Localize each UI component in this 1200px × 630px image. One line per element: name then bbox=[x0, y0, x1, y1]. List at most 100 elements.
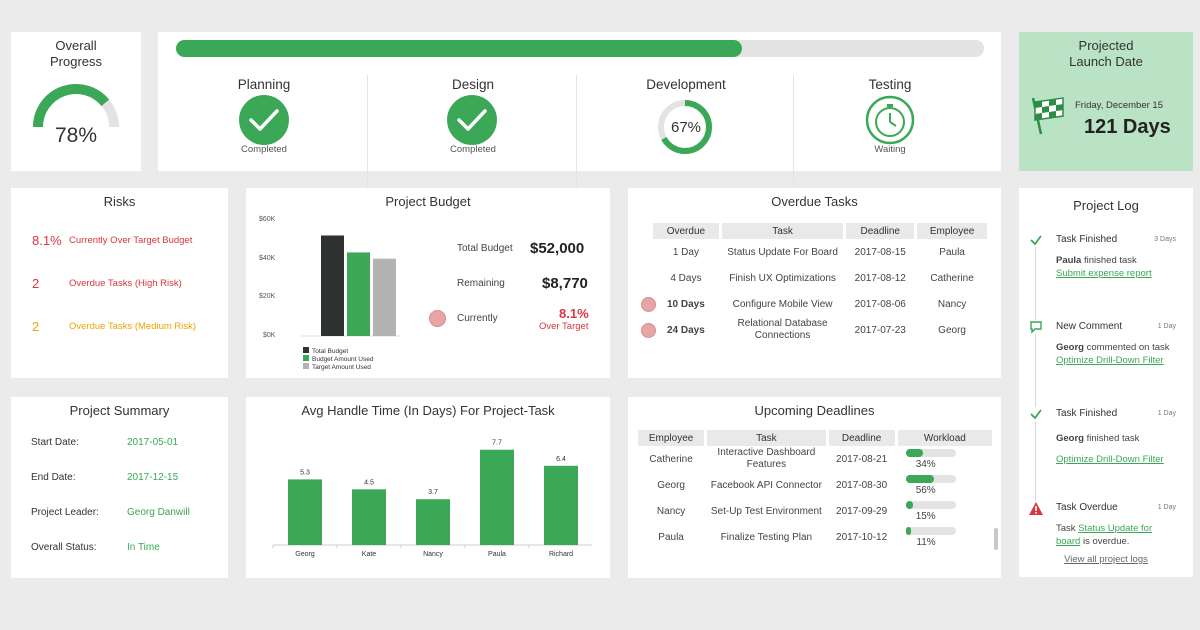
log-entry-title: Task Overdue bbox=[1056, 502, 1118, 513]
task-name: Finish UX Optimizations bbox=[729, 272, 836, 284]
log-entry-link[interactable]: Optimize Drill-Down Filter bbox=[1056, 355, 1164, 366]
check-icon bbox=[1029, 407, 1043, 421]
log-entry-user: Georg bbox=[1056, 433, 1084, 444]
stopwatch-icon bbox=[865, 95, 915, 145]
log-entry-title: Task Finished bbox=[1056, 408, 1118, 419]
currently-value: 8.1% bbox=[559, 306, 589, 321]
summary-label: End Date: bbox=[31, 472, 76, 483]
workload-bar-fill bbox=[905, 501, 914, 510]
budget-title: Project Budget bbox=[385, 194, 471, 209]
high-risk-dot-icon bbox=[641, 323, 656, 338]
log-entry-text: is overdue. bbox=[1080, 536, 1130, 547]
task-name: Set-Up Test Environment bbox=[710, 505, 822, 517]
log-entry-time: 1 Day bbox=[1157, 323, 1176, 330]
handle-time-bar bbox=[352, 489, 386, 545]
project-summary-card: Project Summary Start Date: 2017-05-01 E… bbox=[11, 397, 228, 578]
summary-title: Project Summary bbox=[69, 403, 170, 418]
x-tick-label: Richard bbox=[549, 551, 573, 558]
risk-label: Overdue Tasks (High Risk) bbox=[69, 278, 182, 289]
development-percent: 67% bbox=[670, 119, 702, 136]
log-entry-link[interactable]: Optimize Drill-Down Filter bbox=[1056, 454, 1164, 465]
workload-bar-fill bbox=[905, 527, 912, 536]
budget-bar bbox=[373, 258, 396, 336]
log-entry-time: 1 Day bbox=[1157, 504, 1176, 511]
handle-time-bar bbox=[480, 449, 514, 545]
overall-progress-gauge-fill bbox=[33, 84, 110, 128]
handle-time-card: Avg Handle Time (In Days) For Project-Ta… bbox=[246, 397, 610, 578]
risk-value: 2 bbox=[32, 276, 40, 291]
risk-value: 2 bbox=[32, 319, 40, 334]
table-row[interactable]: Catherine Interactive Dashboard Features… bbox=[638, 446, 992, 472]
table-row[interactable]: 10 Days Configure Mobile View 2017-08-06… bbox=[653, 291, 987, 317]
deadline: 2017-08-21 bbox=[836, 453, 888, 465]
scrollbar[interactable] bbox=[994, 528, 998, 550]
view-all-logs-link[interactable]: View all project logs bbox=[1064, 554, 1148, 565]
workload-percent: 56% bbox=[915, 485, 936, 496]
budget-y-tick: $60K bbox=[259, 216, 276, 223]
legend-label: Total Budget bbox=[312, 348, 349, 355]
phase-title: Testing bbox=[868, 77, 912, 92]
remaining-value: $8,770 bbox=[542, 275, 588, 292]
column-header: Employee bbox=[917, 223, 987, 239]
overall-progress-gauge bbox=[33, 84, 119, 128]
workload-bar bbox=[905, 475, 956, 484]
employee: Paula bbox=[939, 246, 965, 258]
launch-date-card: Projected Launch Date Friday, December 1… bbox=[1019, 32, 1193, 171]
budget-y-tick: $0K bbox=[263, 332, 276, 339]
column-header: Task bbox=[707, 430, 826, 446]
workload-bar-fill bbox=[905, 449, 923, 458]
log-entry-link[interactable]: Status Update for board bbox=[1056, 523, 1153, 547]
table-row[interactable]: 1 Day Status Update For Board 2017-08-15… bbox=[653, 239, 987, 265]
workload-percent: 34% bbox=[915, 459, 936, 470]
summary-label: Start Date: bbox=[31, 437, 79, 448]
budget-bar bbox=[321, 235, 344, 336]
deadline: 2017-09-29 bbox=[836, 505, 888, 517]
bar-value-label: 4.5 bbox=[364, 479, 374, 486]
deadline: 2017-07-23 bbox=[854, 324, 906, 336]
log-entry-time: 1 Day bbox=[1157, 410, 1176, 417]
table-row[interactable]: 4 Days Finish UX Optimizations 2017-08-1… bbox=[653, 265, 987, 291]
deadline: 2017-10-12 bbox=[836, 531, 888, 543]
legend-label: Budget Amount Used bbox=[312, 356, 374, 363]
legend-label: Target Amount Used bbox=[312, 364, 371, 371]
workload: 15% bbox=[898, 498, 992, 524]
handle-time-bar bbox=[544, 465, 578, 545]
phase-development: Development 67% bbox=[578, 32, 794, 154]
summary-value: Georg Danwill bbox=[127, 507, 190, 518]
table-row[interactable]: Georg Facebook API Connector 2017-08-30 … bbox=[638, 472, 992, 498]
checkmark-icon bbox=[239, 95, 289, 145]
bar-value-label: 6.4 bbox=[556, 456, 566, 463]
log-entry-title: Task Finished bbox=[1056, 234, 1118, 245]
bar-value-label: 3.7 bbox=[428, 489, 438, 496]
total-budget-label: Total Budget bbox=[457, 243, 513, 254]
employee: Georg bbox=[657, 479, 685, 491]
table-row[interactable]: 24 Days Relational Database Connections … bbox=[653, 317, 987, 343]
workload-bar bbox=[905, 449, 956, 458]
log-entry-text: finished task bbox=[1081, 255, 1137, 266]
table-row[interactable]: Nancy Set-Up Test Environment 2017-09-29… bbox=[638, 498, 992, 524]
comment-icon bbox=[1029, 320, 1043, 334]
deadlines-table: Employee Task Deadline Workload Catherin… bbox=[635, 430, 995, 550]
table-row[interactable]: Paula Finalize Testing Plan 2017-10-12 1… bbox=[638, 524, 992, 550]
workload-percent: 15% bbox=[915, 511, 936, 522]
log-entry-text: finished task bbox=[1083, 433, 1140, 444]
log-entry-title: New Comment bbox=[1056, 321, 1123, 332]
column-header: Deadline bbox=[828, 430, 895, 446]
employee: Nancy bbox=[656, 505, 686, 517]
project-log-card: Project Log Task Finished 3 Days Paula f… bbox=[1019, 188, 1193, 577]
timeline-line bbox=[1035, 240, 1036, 516]
handle-time-title: Avg Handle Time (In Days) For Project-Ta… bbox=[301, 403, 555, 418]
log-entry-user: Paula bbox=[1056, 255, 1082, 266]
risks-card: Risks 8.1% Currently Over Target Budget … bbox=[11, 188, 228, 378]
column-header: Deadline bbox=[846, 223, 915, 239]
overdue-days: 1 Day bbox=[672, 246, 699, 258]
project-timeline-card: Planning Completed Design Completed Deve… bbox=[158, 32, 1001, 193]
over-target-indicator-icon bbox=[429, 310, 446, 327]
log-entry-link[interactable]: Submit expense report bbox=[1056, 268, 1152, 279]
currently-label: Currently bbox=[457, 313, 498, 324]
launch-title-line2: Launch Date bbox=[1069, 54, 1143, 69]
overall-progress-value: 78% bbox=[54, 124, 98, 147]
phase-status: Waiting bbox=[874, 144, 906, 155]
legend-item: Target Amount Used bbox=[303, 363, 371, 371]
deadline: 2017-08-15 bbox=[854, 246, 906, 258]
